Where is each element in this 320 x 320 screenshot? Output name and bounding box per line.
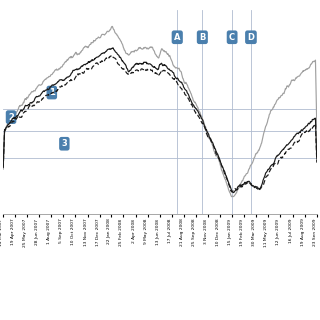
Text: B: B [199,33,205,42]
Text: 2: 2 [8,113,14,122]
Text: D: D [247,33,254,42]
Text: A: A [174,33,180,42]
Text: C: C [229,33,235,42]
Text: 3: 3 [61,139,67,148]
Text: 1: 1 [49,88,55,97]
